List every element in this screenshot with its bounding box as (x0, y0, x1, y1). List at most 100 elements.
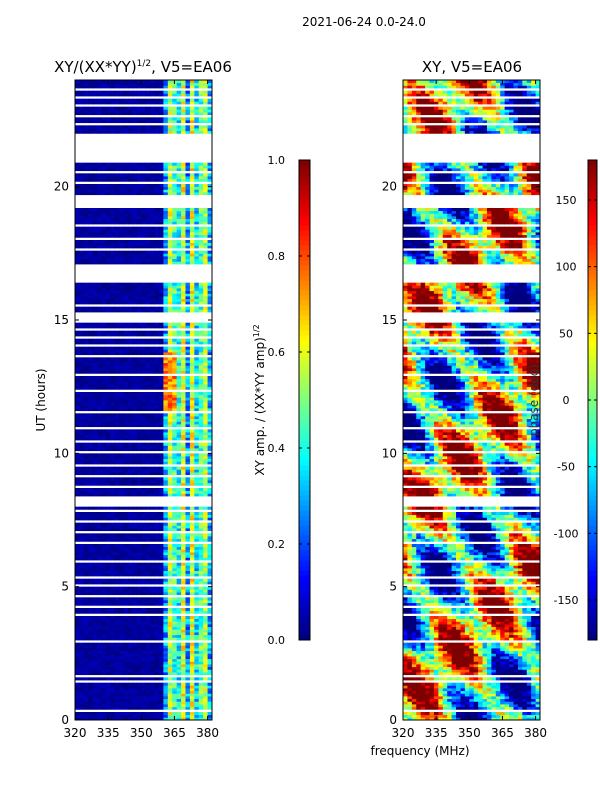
amp-cell (88, 421, 94, 425)
amp-cell (97, 176, 102, 180)
amp-cell (83, 704, 89, 708)
amp-cell (194, 432, 200, 436)
amp-cell (101, 458, 107, 462)
amp-cell (88, 338, 94, 342)
amp-cell (163, 536, 169, 540)
amp-cell (185, 408, 191, 412)
amp-cell (128, 696, 133, 700)
amp-cell (83, 333, 89, 337)
amp-cell (101, 250, 107, 254)
amp-cell (136, 418, 142, 422)
amp-cell (92, 365, 98, 369)
amp-cell (79, 616, 85, 620)
amp-cell (101, 229, 107, 233)
amp-cell (88, 437, 94, 441)
amp-cell (172, 296, 178, 300)
amp-cell (189, 130, 195, 134)
amp-cell (88, 624, 94, 628)
amp-cell (185, 258, 191, 262)
amp-cell (189, 381, 195, 385)
amp-cell (203, 581, 208, 585)
amp-cell (176, 698, 182, 702)
amp-cell (79, 445, 85, 449)
amp-cell (119, 408, 125, 412)
amp-cell (167, 394, 173, 398)
amp-cell (150, 714, 155, 718)
amp-cell (158, 456, 164, 460)
amp-cell (181, 213, 186, 217)
amp-cell (88, 165, 94, 169)
amp-cell (145, 477, 151, 481)
amp-cell (141, 378, 147, 382)
amp-cell (79, 429, 85, 433)
amp-cell (92, 418, 98, 422)
amp-cell (114, 538, 120, 542)
amp-cell (97, 696, 102, 700)
amp-cell (167, 381, 173, 385)
amp-cell (176, 493, 182, 497)
amp-cell (181, 597, 186, 601)
amp-cell (181, 698, 186, 702)
amp-cell (97, 512, 102, 516)
amp-cell (83, 528, 89, 532)
amp-cell (194, 192, 200, 196)
amp-cell (145, 610, 151, 614)
amp-cell (145, 229, 151, 233)
amp-cell (150, 661, 155, 665)
amp-cell (97, 240, 102, 244)
amp-cell (145, 330, 151, 334)
amp-cell (145, 536, 151, 540)
amp-cell (75, 493, 80, 497)
amp-cell (110, 712, 116, 716)
amp-cell (158, 517, 164, 521)
amp-cell (203, 570, 208, 574)
amp-cell (136, 189, 142, 193)
amp-cell (110, 456, 116, 460)
amp-cell (105, 442, 111, 446)
amp-cell (203, 632, 208, 636)
amp-cell (136, 290, 142, 294)
amp-cell (75, 386, 80, 390)
amp-cell (207, 128, 213, 132)
amp-cell (105, 301, 111, 305)
amp-cell (83, 472, 89, 476)
amp-cell (189, 568, 195, 572)
amp-cell (83, 322, 89, 326)
amp-cell (189, 362, 195, 366)
amp-cell (105, 128, 111, 132)
amp-cell (114, 586, 120, 590)
amp-cell (154, 210, 160, 214)
amp-cell (141, 258, 147, 262)
amp-cell (150, 362, 155, 366)
amp-cell (145, 629, 151, 633)
amp-cell (92, 690, 98, 694)
amp-cell (198, 325, 204, 329)
amp-cell (79, 421, 85, 425)
amp-cell (114, 578, 120, 582)
amp-cell (114, 445, 120, 449)
amp-cell (83, 568, 89, 572)
amp-cell (92, 698, 98, 702)
amp-cell (194, 381, 200, 385)
amp-cell (114, 333, 120, 337)
amp-cell (128, 117, 133, 121)
amp-cell (83, 522, 89, 526)
amp-cell (172, 282, 178, 286)
amp-cell (194, 301, 200, 305)
amp-cell (75, 216, 80, 220)
amp-cell (123, 442, 129, 446)
amp-cell (75, 704, 80, 708)
amp-cell (198, 701, 204, 705)
amp-cell (207, 288, 213, 292)
amp-cell (119, 125, 125, 129)
amp-cell (207, 602, 213, 606)
amp-cell (167, 186, 173, 190)
amp-cell (154, 621, 160, 625)
amp-cell (189, 221, 195, 225)
amp-cell (207, 701, 213, 705)
amp-cell (88, 634, 94, 638)
amp-cell (198, 506, 204, 510)
amp-cell (75, 405, 80, 409)
amp-cell (172, 130, 178, 134)
amp-cell (158, 565, 164, 569)
